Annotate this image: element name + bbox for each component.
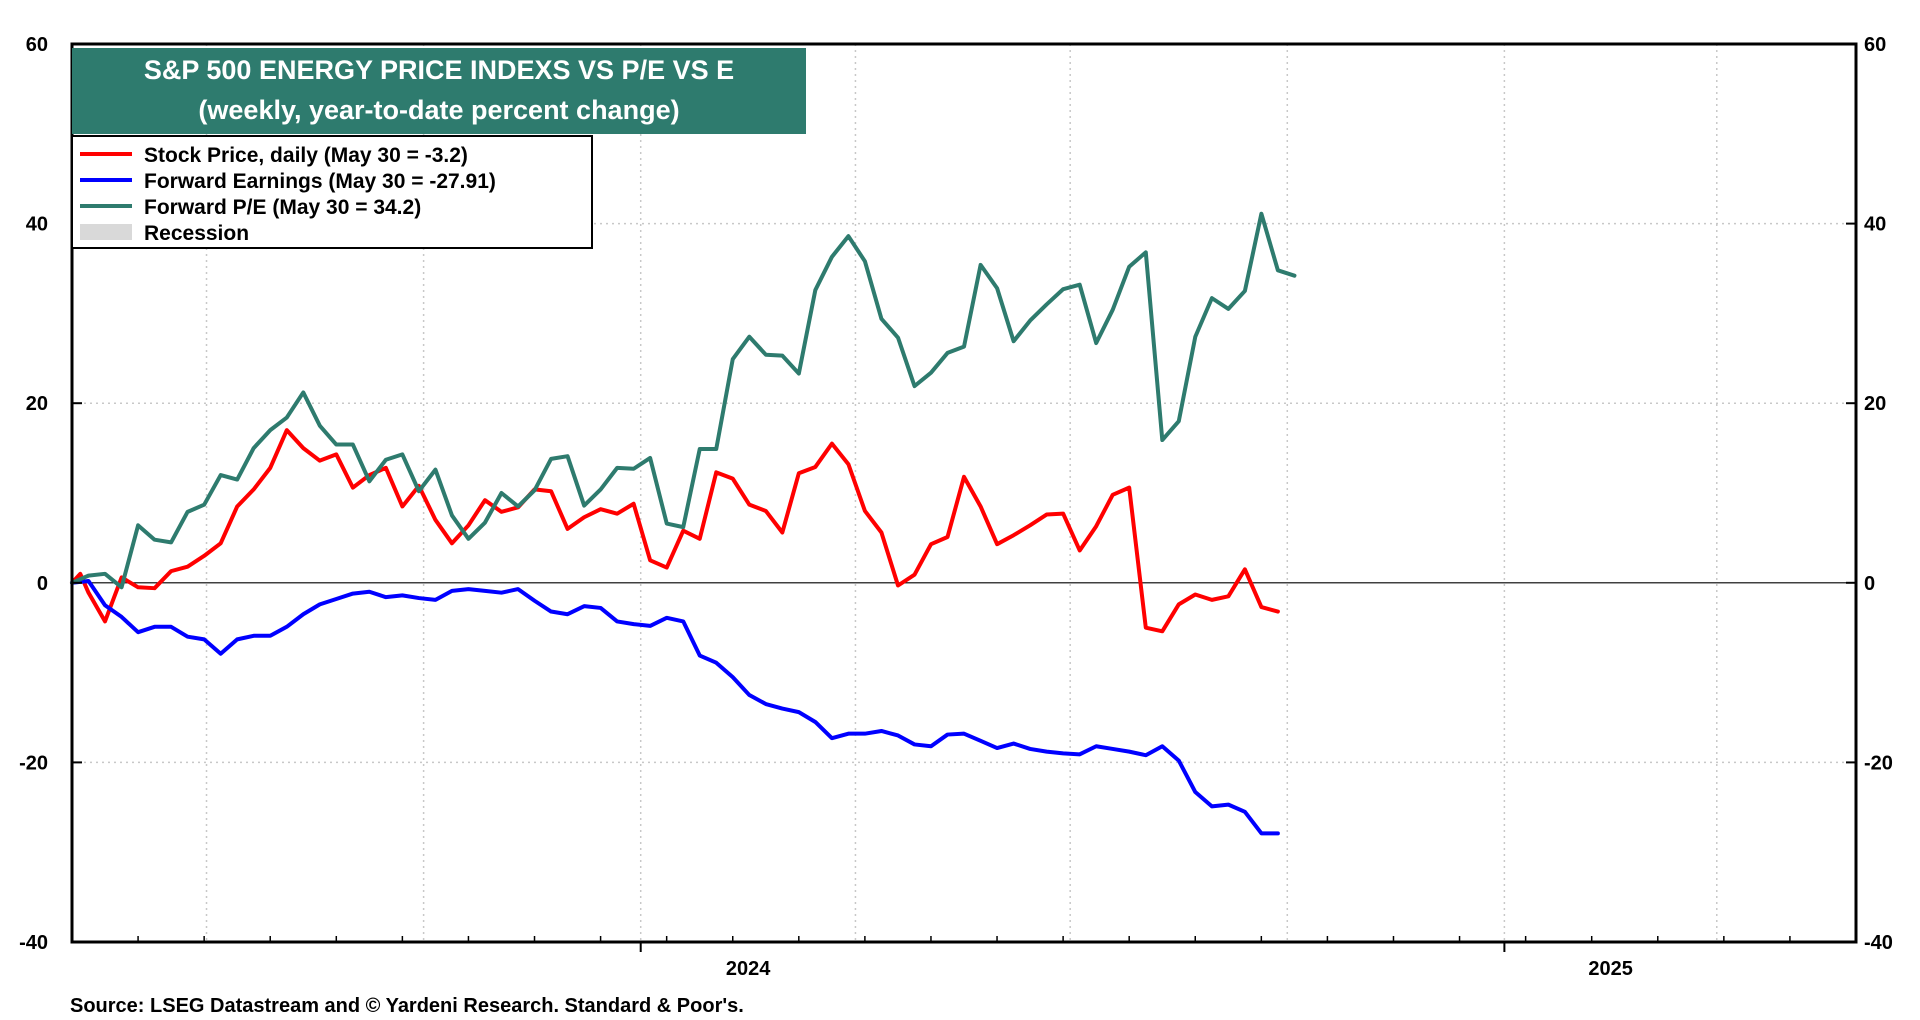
- series-line-1: [70, 428, 1280, 634]
- x-tick-label: 2025: [1588, 958, 1633, 980]
- y-tick-label-left: 20: [26, 393, 48, 415]
- y-tick-label-left: -40: [19, 932, 48, 954]
- y-tick-label-right: 40: [1864, 214, 1886, 236]
- y-tick-label-right: 60: [1864, 34, 1886, 56]
- y-tick-label-right: 20: [1864, 393, 1886, 415]
- chart-subtitle: (weekly, year-to-date percent change): [198, 95, 679, 125]
- title-box: S&P 500 ENERGY PRICE INDEXS VS P/E VS E …: [72, 48, 806, 134]
- legend-label-2: Forward Earnings (May 30 = -27.91): [144, 170, 496, 193]
- y-tick-label-right: -40: [1864, 932, 1893, 954]
- y-tick-label-left: 60: [26, 34, 48, 56]
- y-tick-label-right: -20: [1864, 752, 1893, 774]
- x-tick-label: 2024: [726, 958, 771, 980]
- chart-title: S&P 500 ENERGY PRICE INDEXS VS P/E VS E: [144, 55, 734, 85]
- series-lines: [70, 211, 1297, 836]
- series-line-2: [70, 579, 1280, 836]
- y-tick-label-right: 0: [1864, 573, 1875, 595]
- legend-label-3: Forward P/E (May 30 = 34.2): [144, 196, 421, 219]
- plot-frame: [70, 42, 1858, 944]
- y-tick-label-left: -20: [19, 752, 48, 774]
- y-tick-label-left: 40: [26, 214, 48, 236]
- legend-label-4: Recession: [144, 222, 249, 245]
- y-tick-label-left: 0: [37, 573, 48, 595]
- source-note: Source: LSEG Datastream and © Yardeni Re…: [70, 995, 744, 1017]
- series-line-3: [70, 211, 1297, 590]
- legend-swatch-recession: [80, 224, 132, 240]
- legend: Stock Price, daily (May 30 = -3.2) Forwar…: [71, 135, 593, 249]
- legend-label-1: Stock Price, daily (May 30 = -3.2): [144, 144, 468, 167]
